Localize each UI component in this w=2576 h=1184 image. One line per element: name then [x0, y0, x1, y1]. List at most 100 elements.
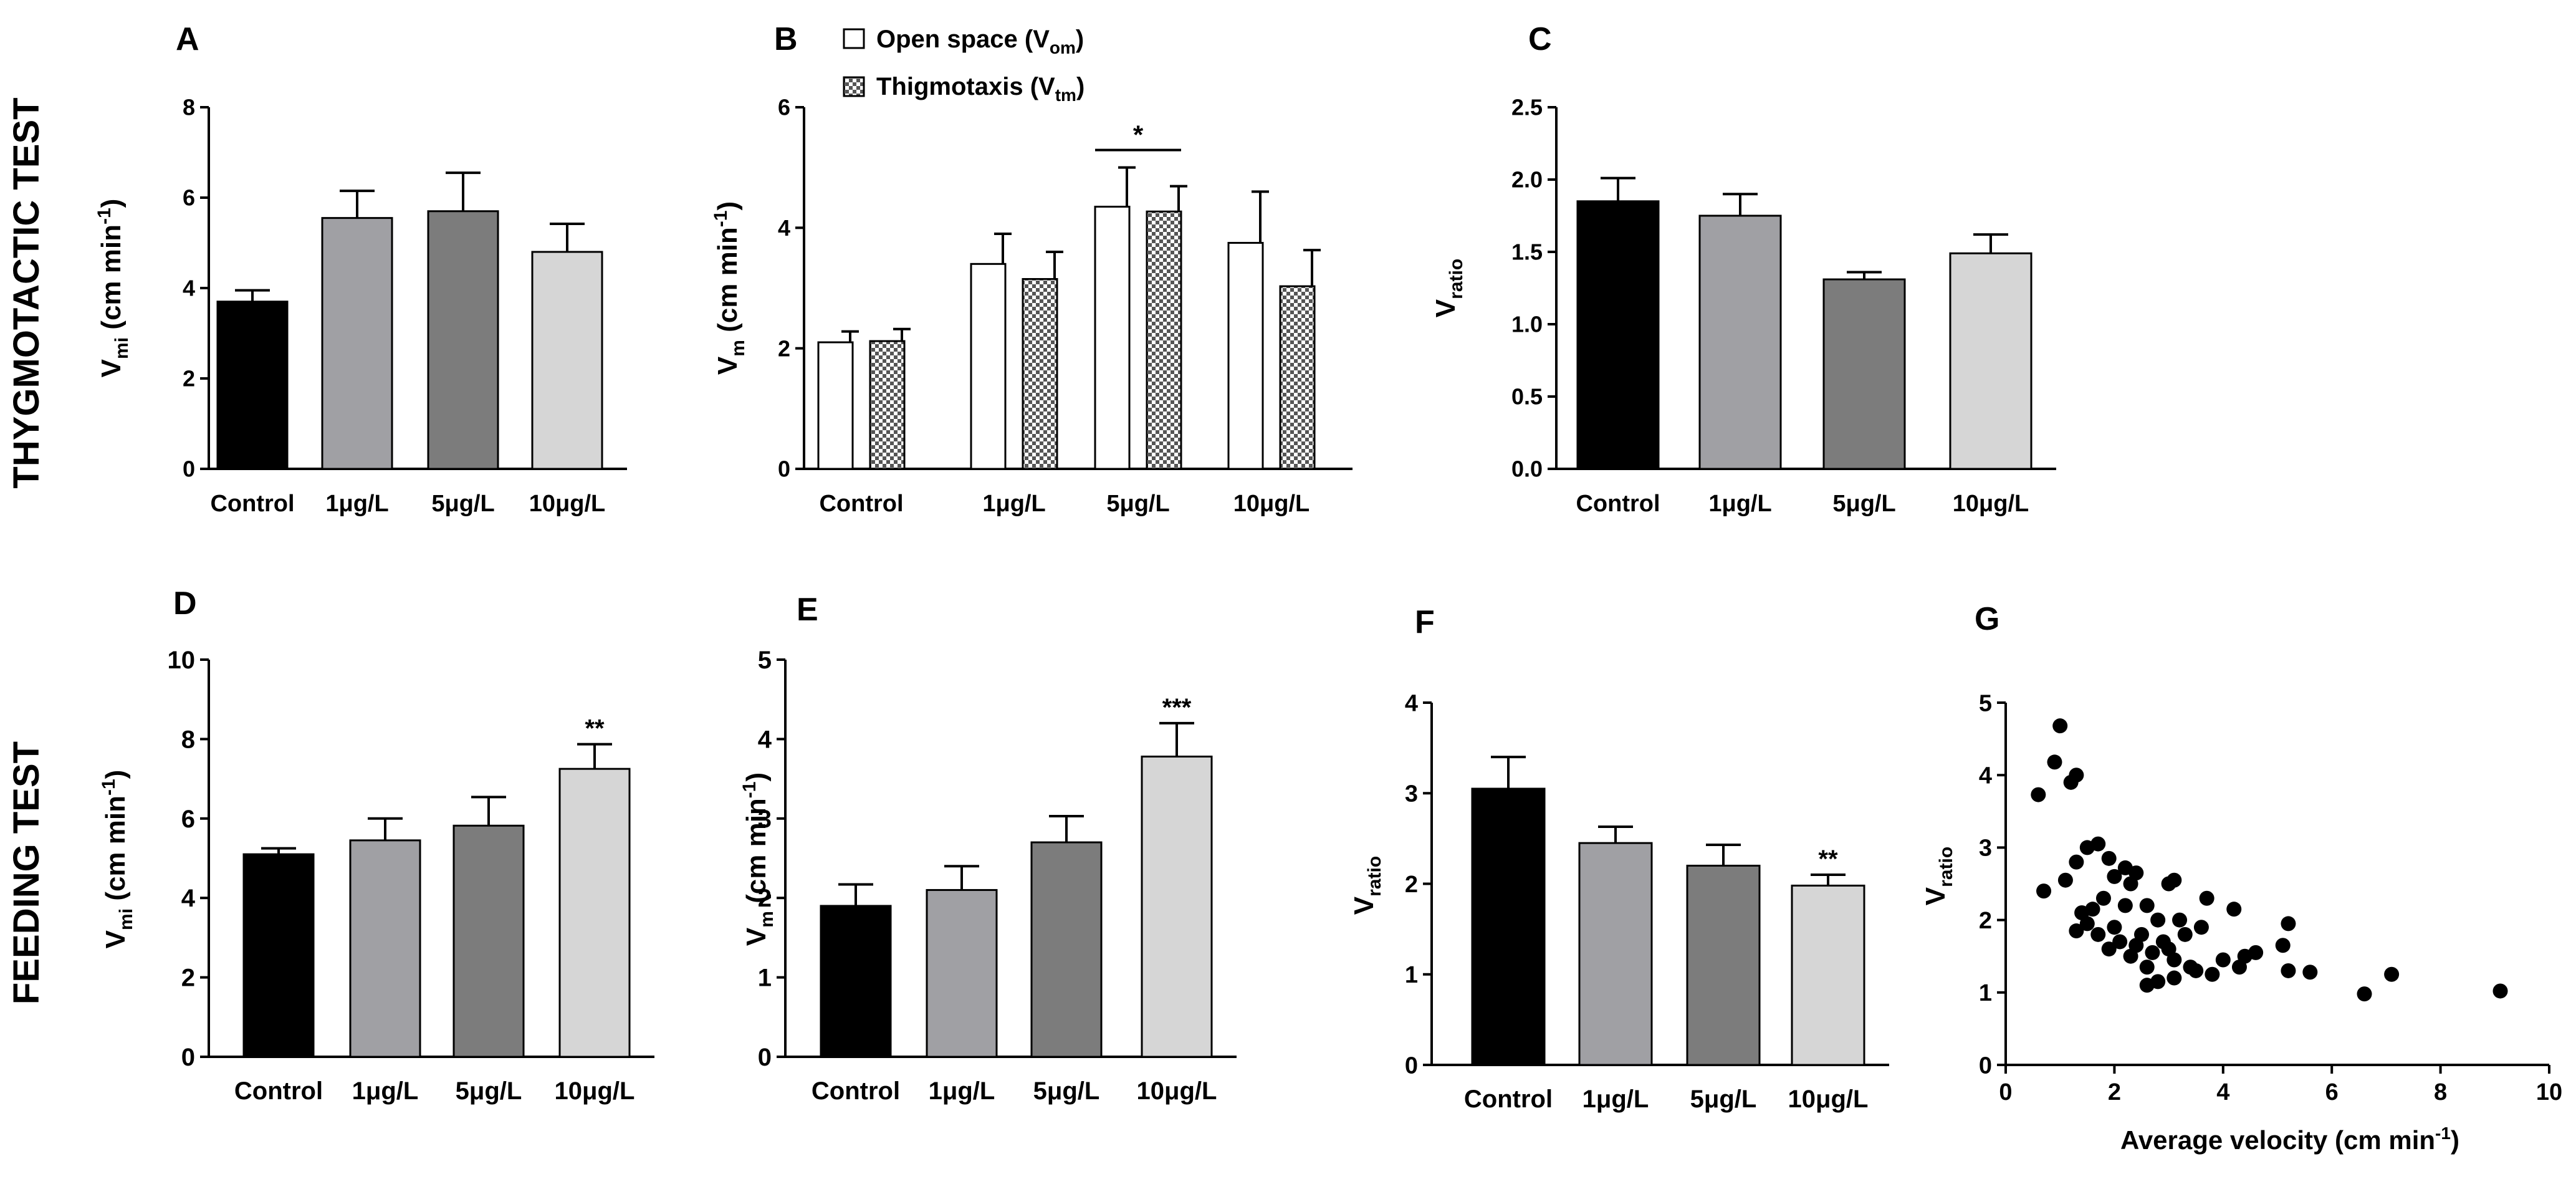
scatter-point — [2069, 923, 2084, 939]
scatter-point — [2101, 941, 2117, 957]
row-label-bottom: FEEDING TEST — [6, 741, 47, 1004]
significance-marker: *** — [1162, 694, 1192, 721]
bar — [1471, 787, 1546, 1066]
y-tick-label: 6 — [183, 185, 195, 211]
bar — [349, 839, 421, 1058]
y-tick-label: 2 — [183, 366, 195, 392]
bar — [1791, 884, 1865, 1066]
category-label: 5μg/L — [1033, 1077, 1100, 1105]
y-axis-label: Vm (cm min-1) — [739, 772, 777, 946]
scatter-point — [2302, 965, 2318, 980]
y-tick-label: 2 — [778, 335, 790, 361]
chart-panels: A Vmi (cm min-1) 0 2 4 6 8 Control 1μg/L 5μg/L 10μ… — [94, 21, 2562, 1155]
category-label: Control — [234, 1077, 323, 1105]
category-label: 10μg/L — [529, 491, 606, 517]
y-tick-label: 1 — [758, 965, 772, 992]
category-label: Control — [1576, 491, 1660, 517]
scatter-point — [2128, 865, 2144, 881]
bar — [1279, 285, 1316, 470]
scatter-point — [2069, 854, 2084, 870]
panel-letter: F — [1415, 604, 1435, 640]
legend-label-thigmotaxis: Thigmotaxis (Vtm) — [876, 73, 1085, 105]
y-tick-label: 5 — [1979, 690, 1992, 716]
y-tick-label: 6 — [181, 806, 195, 833]
category-label: Control — [210, 491, 294, 517]
bar — [531, 251, 603, 470]
bar — [1146, 210, 1182, 470]
scatter-point — [2384, 966, 2400, 982]
y-axis-label: Vm (cm min-1) — [711, 201, 749, 375]
y-tick-label: 0 — [1405, 1052, 1418, 1079]
panel-a: A Vmi (cm min-1) 0 2 4 6 8 Control 1μg/L 5μg/L 10μ… — [94, 21, 627, 517]
y-tick-label: 1 — [1979, 980, 1992, 1006]
category-label: Control — [819, 491, 903, 517]
category-label: 5μg/L — [1106, 491, 1169, 517]
scatter-point — [2183, 960, 2198, 975]
bar — [926, 888, 998, 1058]
y-tick-label: 8 — [183, 95, 195, 120]
significance-marker: ** — [585, 715, 605, 743]
scatter-point — [2107, 869, 2122, 884]
bar — [452, 824, 525, 1058]
y-tick-label: 2 — [1979, 908, 1992, 934]
legend: Open space (Vom) Thigmotaxis (Vtm) — [843, 26, 1085, 105]
bar — [1094, 206, 1131, 470]
category-label: 10μg/L — [1137, 1077, 1217, 1105]
category-label: 1μg/L — [929, 1077, 995, 1105]
panel-letter: G — [1975, 601, 1999, 637]
y-axis-label: Vratio — [1430, 259, 1467, 317]
scatter-point — [2281, 916, 2296, 931]
y-tick-label: 1.0 — [1511, 312, 1543, 337]
significance-marker: ** — [1818, 845, 1838, 873]
panel-letter: E — [797, 592, 818, 628]
y-tick-label: 0 — [758, 1044, 772, 1071]
y-axis-label: Vratio — [1920, 847, 1956, 905]
scatter-point — [2167, 952, 2182, 968]
x-tick-label: 10 — [2536, 1079, 2562, 1105]
scatter-point — [2205, 966, 2220, 982]
panel-e: E Vm (cm min-1) 0 1 2 3 4 5 Control 1μg/L 5μg/L 10μ… — [739, 592, 1237, 1105]
bar — [1822, 278, 1906, 470]
scatter-point — [2101, 850, 2117, 866]
scatter-point — [2172, 912, 2188, 928]
category-label: 1μg/L — [1582, 1085, 1649, 1113]
category-label: 5μg/L — [431, 491, 494, 517]
y-tick-label: 4 — [183, 276, 195, 301]
scatter-point — [2139, 960, 2155, 975]
y-tick-label: 4 — [778, 215, 790, 241]
scatter-point — [2036, 883, 2052, 899]
scatter-point — [2085, 902, 2100, 917]
x-tick-label: 8 — [2434, 1079, 2447, 1105]
bar — [1686, 864, 1761, 1066]
bar — [427, 210, 499, 470]
scatter-point — [2052, 718, 2068, 734]
scatter-point — [2117, 898, 2133, 913]
y-tick-label: 2 — [1405, 872, 1418, 898]
y-tick-label: 0 — [1979, 1052, 1992, 1079]
x-tick-label: 0 — [1999, 1079, 2012, 1105]
category-label: 10μg/L — [1953, 491, 2029, 517]
x-tick-label: 2 — [2108, 1079, 2121, 1105]
scatter-point — [2150, 912, 2166, 928]
bar — [242, 853, 315, 1058]
category-label: Control — [1464, 1085, 1553, 1113]
panel-g: G Vratio 0 1 2 3 4 5 0 2 4 6 8 10 Average velocity (cm… — [1920, 601, 2562, 1155]
scatter-point — [2069, 768, 2084, 783]
bar — [1698, 214, 1782, 470]
y-axis-label: Vmi (cm min-1) — [98, 770, 136, 949]
y-tick-label: 4 — [1405, 690, 1418, 716]
panel-d: D Vmi (cm min-1) 0 2 4 6 8 10 Control 1μg/L 5μg/L 1… — [98, 585, 654, 1105]
scatter-point — [2090, 927, 2106, 942]
significance-marker: * — [1133, 120, 1144, 150]
panel-b: B Vm (cm min-1) 0 2 4 6 Control 1μg/L 5μg/L 10μg/… — [711, 21, 1353, 517]
y-tick-label: 4 — [1979, 763, 1992, 789]
category-label: Control — [812, 1077, 900, 1105]
y-tick-label: 3 — [1979, 835, 1992, 862]
y-tick-label: 3 — [1405, 781, 1418, 807]
bar — [970, 262, 1007, 470]
scatter-point — [2215, 952, 2231, 968]
scatter-point — [2193, 920, 2209, 935]
scatter-point — [2090, 836, 2106, 852]
scatter-point — [2031, 787, 2046, 802]
y-tick-label: 2 — [758, 885, 772, 912]
